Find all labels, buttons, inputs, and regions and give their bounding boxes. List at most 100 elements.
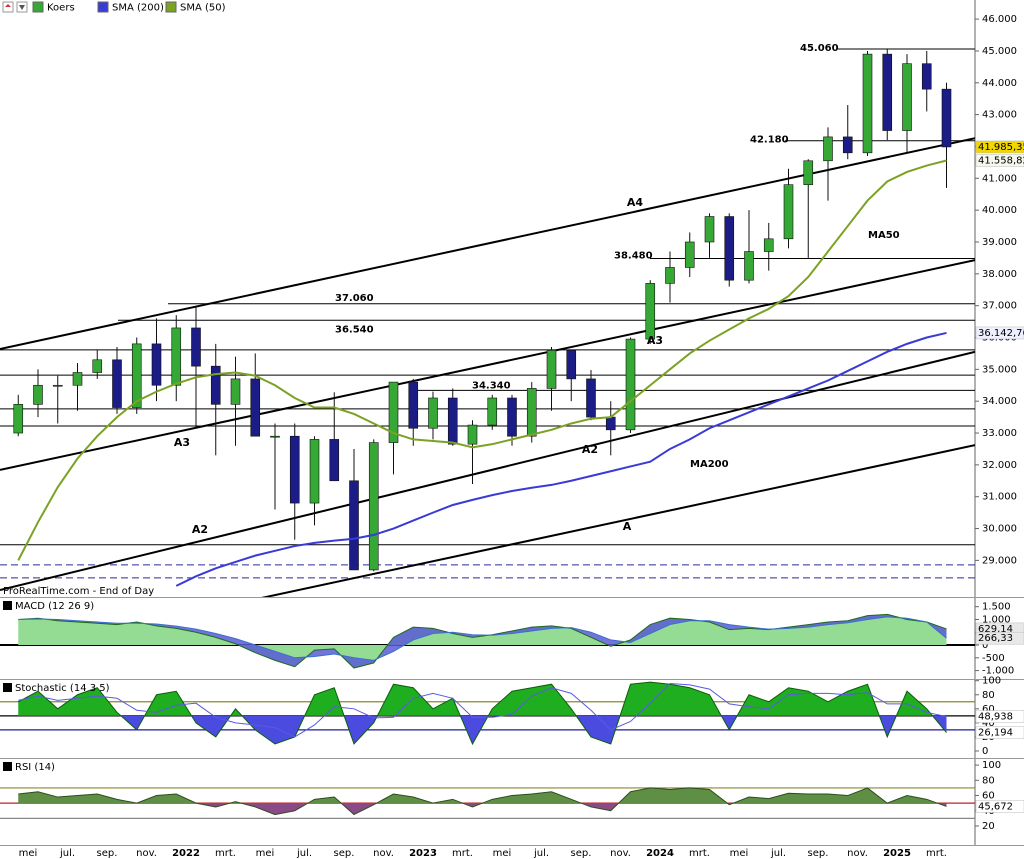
level-label: 38.480 [614,251,653,262]
plot-area [0,787,975,819]
level-label: 36.540 [335,324,374,335]
value-label-bg [975,800,1024,813]
candle-body [72,372,83,386]
candle-body [250,378,261,437]
panel-title: MACD (12 26 9) [15,601,94,612]
candle-body [763,238,774,252]
candle-body [783,184,794,240]
candle-body [684,241,695,268]
y-tick-label: 32.000 [982,460,1017,471]
y-tick-label: 46.000 [982,14,1017,25]
candle-body [368,442,379,571]
value-label: 26,194 [978,728,1013,739]
candle-body [151,343,162,386]
area-below [18,715,947,744]
candle-body [349,480,359,571]
y-tick-label: 1.000 [982,614,1011,625]
legend-swatch [165,1,177,13]
value-label-bg [975,710,1024,723]
macd-line [18,613,947,669]
candle-body [408,381,419,429]
candle-body [605,416,616,431]
value-label-bg [975,154,1024,167]
x-tick-label: mrt. [689,848,710,859]
value-label: 41.985,35 [978,142,1024,153]
candle-body [171,327,182,386]
candle-body [112,359,122,408]
x-tick-label: 2023 [409,848,437,859]
candle-body [428,397,438,429]
x-tick-label: sep. [571,848,592,859]
value-label: 48,938 [978,712,1013,723]
candle-body [52,384,63,387]
plot-area [0,681,975,746]
y-tick-label: -500 [982,653,1005,664]
candle-body [230,378,241,405]
x-tick-label: nov. [847,848,868,859]
candle-body [665,267,675,284]
value-label: 266,33 [978,633,1013,644]
y-tick-label: 20 [982,821,995,832]
candle-body [823,136,833,162]
indicator-line [18,682,947,738]
line-tag: MA50 [868,230,900,241]
y-tick-label: 100 [982,676,1001,687]
value-label: 36.142,76 [978,328,1024,339]
x-tick-label: 2024 [646,848,674,859]
trend-line [0,350,975,591]
panel-icon [3,683,12,692]
candle-body [744,251,754,281]
value-label-bg [975,326,1024,340]
toolbar-icon [19,5,25,10]
x-tick-label: 2022 [172,848,200,859]
candle-body [566,349,577,380]
y-tick-label: 29.000 [982,555,1017,566]
plot-area [0,613,975,669]
indicator-line [18,787,947,816]
value-label: 41.558,82 [978,156,1024,167]
value-label: 629,14 [978,624,1013,635]
y-tick-label: 40.000 [982,205,1017,216]
x-tick-label: jul. [770,848,786,859]
sma-line [175,331,947,587]
trend-label: A2 [582,443,598,456]
candle-body [842,136,853,154]
indicator-line [18,681,947,746]
y-tick-label: 35.000 [982,364,1017,375]
y-tick-label: 60 [982,791,995,802]
y-tick-label: 1.500 [982,602,1011,613]
source-note: ProRealTime.com - End of Day [3,586,154,597]
trend-line [261,444,975,597]
value-label: 45,672 [978,801,1013,812]
panel-icon [3,601,12,610]
sma-line [17,159,947,561]
y-tick-label: 41.000 [982,173,1017,184]
trend-label: A [623,520,632,533]
candle-body [289,435,300,504]
y-tick-label: 80 [982,690,995,701]
panel-icon [3,762,12,771]
x-tick-label: jul. [296,848,312,859]
macd-area [18,614,947,669]
y-tick-label: 60 [982,704,995,715]
candle-body [546,349,557,389]
trend-label: A3 [174,436,190,449]
y-tick-label: 30.000 [982,524,1017,535]
y-tick-label: -1.000 [982,666,1014,677]
legend-swatch [97,1,109,13]
candle-body [941,88,952,148]
candle-body [467,424,478,445]
candle-body [586,378,596,418]
y-tick-label: 0 [982,640,988,651]
y-tick-label: 40 [982,718,995,729]
panel-title: Stochastic (14 3 5) [15,683,110,694]
y-tick-label: 31.000 [982,492,1017,503]
y-tick-label: 80 [982,775,995,786]
candle-body [447,397,458,445]
signal-line [18,616,947,661]
value-label-bg [975,631,1024,645]
value-label-bg [975,140,1024,154]
candle-body [645,283,656,340]
candle-body [92,359,103,373]
